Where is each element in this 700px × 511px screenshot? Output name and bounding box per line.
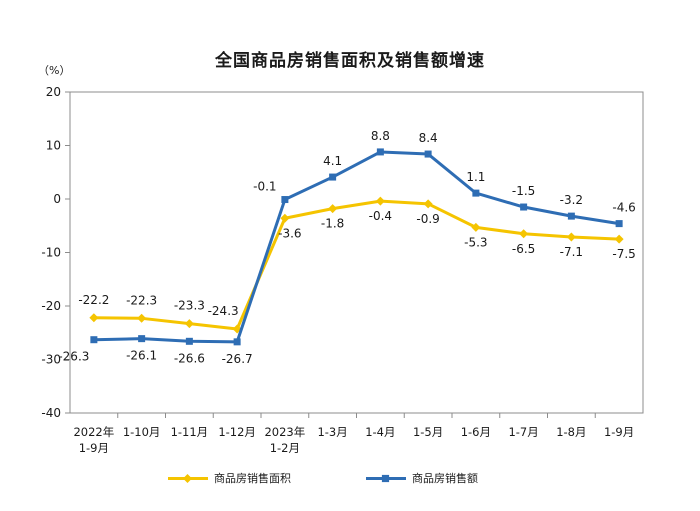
data-point-sales [472,189,480,197]
x-tick-label: 1-10月 [123,425,161,439]
data-point-area [137,313,147,323]
data-label-area: -22.3 [126,293,157,307]
data-point-sales [185,337,193,345]
data-label-sales: 8.8 [371,129,390,143]
data-point-area [566,232,576,242]
data-label-area: -3.6 [278,226,301,240]
data-label-area: -7.1 [560,245,583,259]
y-tick-label: 0 [53,192,61,206]
x-tick-label: 1-9月 [79,441,109,455]
data-point-area [280,213,290,223]
data-label-sales: 1.1 [466,170,485,184]
x-tick-label: 1-6月 [461,425,491,439]
data-label-sales: -1.5 [512,184,535,198]
data-point-area [614,234,624,244]
data-label-sales: -26.7 [222,352,253,366]
y-tick-label: 10 [46,139,61,153]
x-tick-label: 1-4月 [365,425,395,439]
data-label-area: -1.8 [321,217,344,231]
chart-title: 全国商品房销售面积及销售额增速 [215,51,485,71]
y-tick-label: -20 [41,299,61,313]
data-point-sales [138,335,146,343]
data-point-sales [90,336,98,344]
data-label-sales: -26.6 [174,351,205,365]
y-tick-label: -10 [41,246,61,260]
data-label-area: -22.2 [78,293,109,307]
data-label-sales: 8.4 [419,131,438,145]
series-line-area [93,199,620,331]
data-point-sales [281,196,289,204]
x-tick-label: 1-3月 [317,425,347,439]
data-label-area: -0.4 [369,209,392,223]
data-label-area: -23.3 [174,299,205,313]
x-tick-label: 2023年 [264,425,305,439]
data-point-area [519,229,529,239]
series-line-sales [93,150,620,344]
data-point-sales [520,203,528,211]
data-label-sales: -26.1 [126,349,157,363]
legend-label-sales: 商品房销售额 [412,472,478,485]
data-point-area [184,319,194,329]
data-point-sales [615,220,623,228]
data-point-sales [329,173,337,181]
legend-item-area: 商品房销售面积 [168,470,291,486]
y-axis-unit-label: （%） [38,64,71,77]
data-label-sales: -26.3 [58,350,89,364]
data-point-area [375,196,385,206]
y-tick-label: -30 [41,353,61,367]
data-label-sales: -4.6 [612,201,635,215]
data-label-area: -6.5 [512,242,535,256]
plot-area-frame [69,91,644,414]
data-point-area [328,204,338,214]
data-label-area: -24.3 [208,304,239,318]
data-label-area: -5.3 [464,235,487,249]
x-tick-label: 1-9月 [604,425,634,439]
x-tick-label: 2022年 [73,425,114,439]
x-tick-label: 1-5月 [413,425,443,439]
data-point-sales [233,338,241,346]
x-tick-label: 1-2月 [270,441,300,455]
x-tick-label: 1-11月 [171,425,209,439]
legend-swatch-area [168,471,208,485]
data-point-sales [424,150,432,158]
y-tick-label: 20 [46,85,61,99]
data-point-area [89,313,99,323]
legend-item-sales: 商品房销售额 [366,470,478,486]
data-point-area [471,222,481,232]
data-point-sales [567,212,575,220]
data-label-sales: -0.1 [253,180,276,194]
x-tick-label: 1-7月 [508,425,538,439]
x-tick-label: 1-12月 [218,425,256,439]
data-label-sales: -3.2 [560,193,583,207]
legend-swatch-sales [366,471,406,485]
data-point-sales [376,148,384,156]
data-point-area [423,199,433,209]
data-label-area: -0.9 [416,212,439,226]
data-label-area: -7.5 [612,247,635,261]
y-tick-label: -40 [41,406,61,420]
data-label-sales: 4.1 [323,154,342,168]
x-tick-label: 1-8月 [556,425,586,439]
legend-label-area: 商品房销售面积 [214,472,291,485]
